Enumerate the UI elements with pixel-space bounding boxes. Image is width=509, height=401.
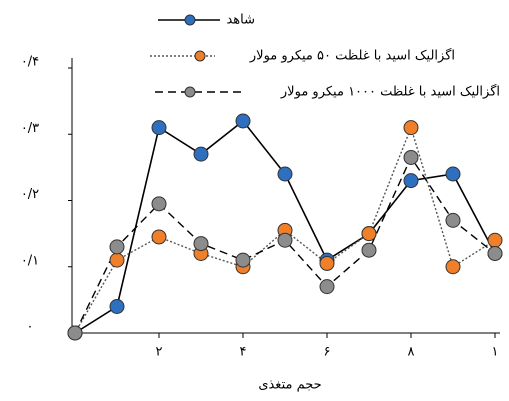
data-point <box>109 239 125 255</box>
legend-label: شاهد <box>226 13 255 28</box>
legend-marker <box>184 14 196 26</box>
x-tick-label: ۱ <box>492 345 499 360</box>
data-point <box>319 279 335 295</box>
data-point <box>403 120 419 136</box>
legend-label: اگزالیک اسید با غلظت ۵۰ میکرو مولار <box>249 48 455 64</box>
data-point <box>403 173 419 189</box>
data-point <box>109 252 125 268</box>
y-tick-label: ۰/۲ <box>21 187 39 202</box>
y-tick-label: ۰/۳ <box>21 121 39 136</box>
legend-marker <box>194 50 206 62</box>
data-point <box>319 255 335 271</box>
data-point <box>277 232 293 248</box>
x-axis-label: حجم متغذی <box>258 378 321 393</box>
data-point <box>445 212 461 228</box>
x-tick-label: ۸ <box>408 345 415 360</box>
data-point <box>193 236 209 252</box>
x-tick-label: ۲ <box>156 345 163 360</box>
data-point <box>445 259 461 275</box>
data-point <box>193 146 209 162</box>
data-point <box>235 252 251 268</box>
data-point <box>151 120 167 136</box>
data-point <box>67 325 83 341</box>
y-tick-label: ۰/۴ <box>21 55 39 70</box>
data-point <box>445 166 461 182</box>
legend-marker <box>184 86 196 98</box>
data-point <box>403 149 419 165</box>
data-point <box>151 196 167 212</box>
data-point <box>361 226 377 242</box>
data-point <box>109 299 125 314</box>
data-point <box>277 166 293 182</box>
data-point <box>361 242 377 258</box>
y-tick-label: ۰/۱ <box>21 253 39 268</box>
data-point <box>151 229 167 245</box>
data-point <box>235 113 251 129</box>
x-tick-label: ۶ <box>324 345 331 360</box>
data-point <box>487 246 503 261</box>
data-point <box>487 232 503 248</box>
x-tick-label: ۴ <box>240 345 247 360</box>
y-tick-label: ۰ <box>27 320 34 335</box>
legend-label: اگزالیک اسید با غلظت ۱۰۰۰ میکرو مولار <box>280 84 500 100</box>
